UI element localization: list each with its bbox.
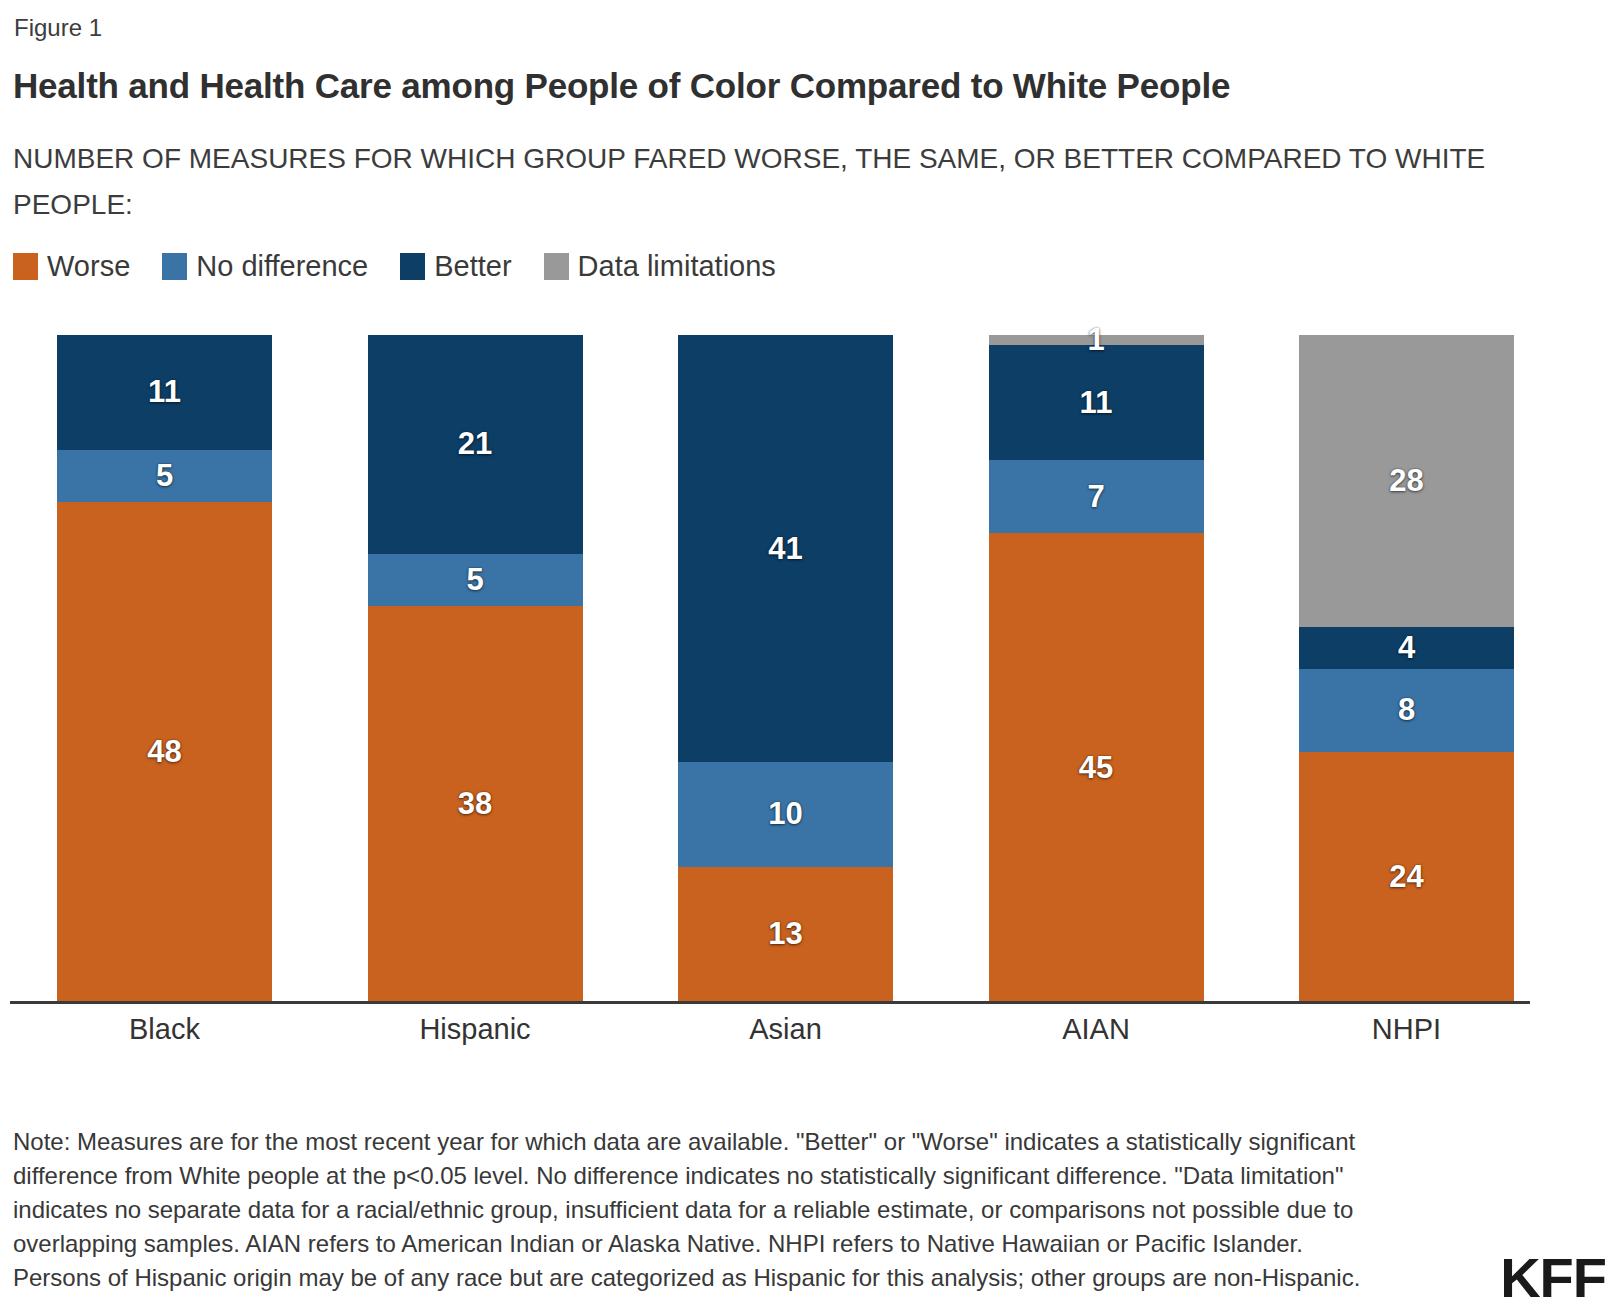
bar-segment-worse: 13 <box>678 867 893 1002</box>
segment-value-label: 45 <box>1079 750 1113 786</box>
note-line: Persons of Hispanic origin may be of any… <box>13 1261 1473 1295</box>
segment-value-label: 13 <box>768 916 802 952</box>
kff-logo: KFF <box>1500 1245 1606 1310</box>
bar-black: 11 5 48 <box>57 335 272 1002</box>
segment-value-label: 5 <box>156 458 173 494</box>
note-line: difference from White people at the p<0.… <box>13 1159 1473 1193</box>
category-label-nhpi: NHPI <box>1299 1013 1514 1046</box>
segment-value-label: 24 <box>1389 859 1423 895</box>
legend-item-data_limitations: Data limitations <box>544 250 776 283</box>
segment-value-label: 21 <box>458 426 492 462</box>
note-line: Note: Measures are for the most recent y… <box>13 1125 1473 1159</box>
bar-segment-worse: 24 <box>1299 752 1514 1002</box>
segment-value-label: 11 <box>1080 385 1113 421</box>
category-label-aian: AIAN <box>989 1013 1204 1046</box>
bar-asian: 41 10 13 <box>678 335 893 1002</box>
segment-value-label: 10 <box>768 796 802 832</box>
figure-container: Figure 1 Health and Health Care among Pe… <box>0 0 1620 1310</box>
segment-value-label: 38 <box>458 786 492 822</box>
legend-item-better: Better <box>400 250 511 283</box>
bar-segment-data_limitations: 28 <box>1299 335 1514 627</box>
legend-swatch-data_limitations <box>544 253 569 280</box>
category-label-hispanic: Hispanic <box>368 1013 583 1046</box>
legend-label: Data limitations <box>578 250 776 283</box>
note-line: overlapping samples. AIAN refers to Amer… <box>13 1227 1473 1261</box>
stacked-bar-chart: 1154821538411013111745284824 <box>10 335 1530 1002</box>
legend-swatch-better <box>400 253 425 280</box>
bar-segment-no_difference: 5 <box>57 450 272 502</box>
segment-value-label: 1 <box>1087 322 1104 358</box>
bar-segment-worse: 45 <box>989 533 1204 1002</box>
bar-segment-better: 4 <box>1299 627 1514 669</box>
legend-label: No difference <box>196 250 368 283</box>
bar-segment-worse: 38 <box>368 606 583 1002</box>
bar-segment-better: 21 <box>368 335 583 554</box>
legend-swatch-worse <box>13 253 38 280</box>
bar-segment-data_limitations: 1 <box>989 335 1204 345</box>
bar-nhpi: 28 4 8 24 <box>1299 335 1514 1002</box>
legend-item-worse: Worse <box>13 250 130 283</box>
bar-hispanic: 21 5 38 <box>368 335 583 1002</box>
chart-subtitle: NUMBER OF MEASURES FOR WHICH GROUP FARED… <box>13 136 1543 228</box>
category-label-black: Black <box>57 1013 272 1046</box>
bar-segment-no_difference: 10 <box>678 762 893 866</box>
legend-item-no_difference: No difference <box>162 250 368 283</box>
segment-value-label: 28 <box>1389 463 1423 499</box>
legend-swatch-no_difference <box>162 253 187 280</box>
bar-segment-better: 41 <box>678 335 893 762</box>
x-axis-line <box>10 1001 1530 1004</box>
legend: Worse No difference Better Data limitations <box>13 250 776 283</box>
bar-segment-better: 11 <box>57 335 272 450</box>
bar-segment-better: 11 <box>989 345 1204 460</box>
note-line: indicates no separate data for a racial/… <box>13 1193 1473 1227</box>
page-title: Health and Health Care among People of C… <box>13 66 1230 106</box>
figure-label: Figure 1 <box>14 14 102 42</box>
bar-segment-worse: 48 <box>57 502 272 1002</box>
legend-label: Better <box>434 250 511 283</box>
bar-segment-no_difference: 7 <box>989 460 1204 533</box>
note-text: Note: Measures are for the most recent y… <box>13 1125 1473 1295</box>
bar-segment-no_difference: 5 <box>368 554 583 606</box>
segment-value-label: 4 <box>1398 630 1415 666</box>
category-label-asian: Asian <box>678 1013 893 1046</box>
segment-value-label: 11 <box>148 374 181 410</box>
segment-value-label: 41 <box>768 531 802 567</box>
segment-value-label: 8 <box>1398 692 1415 728</box>
segment-value-label: 5 <box>466 562 483 598</box>
legend-label: Worse <box>47 250 130 283</box>
segment-value-label: 48 <box>147 734 181 770</box>
bar-aian: 111745 <box>989 335 1204 1002</box>
segment-value-label: 7 <box>1087 479 1104 515</box>
bar-segment-no_difference: 8 <box>1299 669 1514 752</box>
